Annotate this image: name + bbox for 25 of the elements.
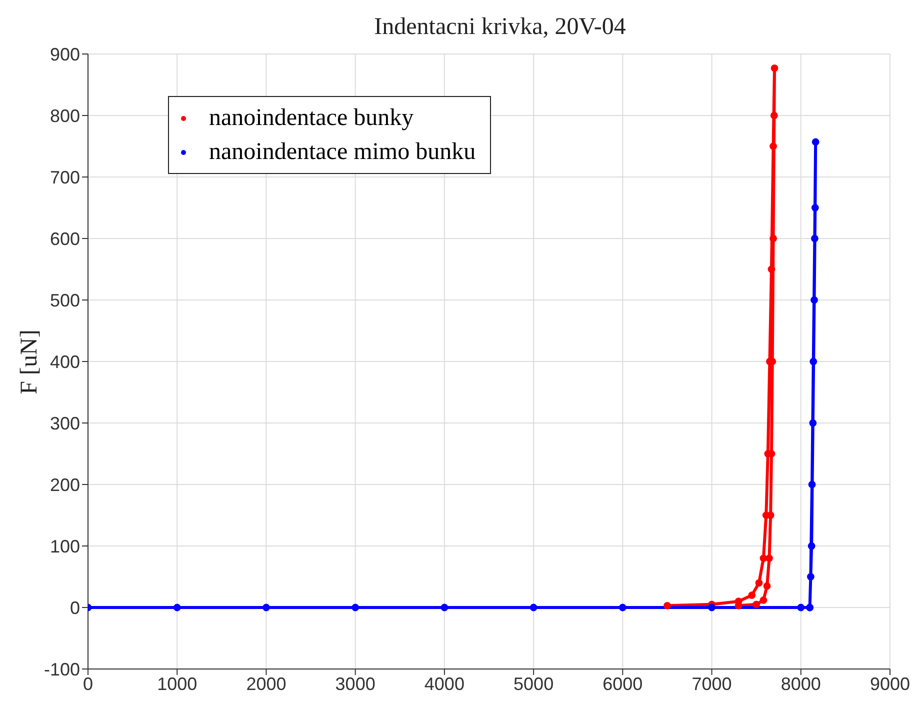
y-tick-label: 200 xyxy=(50,474,80,495)
x-tick-label: 5000 xyxy=(514,674,554,694)
x-tick-label: 6000 xyxy=(602,674,643,694)
y-tick-label: 700 xyxy=(50,167,80,188)
y-tick-label: 0 xyxy=(70,598,80,618)
x-tick-label: 9000 xyxy=(870,674,910,694)
x-tick-label: 4000 xyxy=(424,674,464,694)
y-tick-label: 100 xyxy=(50,536,80,556)
x-tick-label: 3000 xyxy=(335,674,376,694)
chart-title: Indentacni krivka, 20V-04 xyxy=(373,14,627,41)
x-tick-label: 7000 xyxy=(692,674,732,694)
y-axis-title: F [uN] xyxy=(16,330,44,394)
x-tick-label: 8000 xyxy=(780,674,821,694)
x-tick-label: 0 xyxy=(82,674,94,694)
legend-label: nanoindentace mimo bunku xyxy=(209,138,476,167)
y-tick-label: 800 xyxy=(50,106,80,126)
x-tick-label: 2000 xyxy=(246,674,286,694)
y-tick-label: 500 xyxy=(50,290,80,310)
y-tick-label: -100 xyxy=(44,659,80,680)
y-tick-label: 300 xyxy=(50,413,80,434)
x-tick-label: 1000 xyxy=(157,674,198,694)
legend-label: nanoindentace bunky xyxy=(209,104,415,133)
y-tick-label: 600 xyxy=(50,228,80,249)
y-tick-label: 900 xyxy=(50,44,80,64)
y-tick-label: 400 xyxy=(50,352,80,372)
